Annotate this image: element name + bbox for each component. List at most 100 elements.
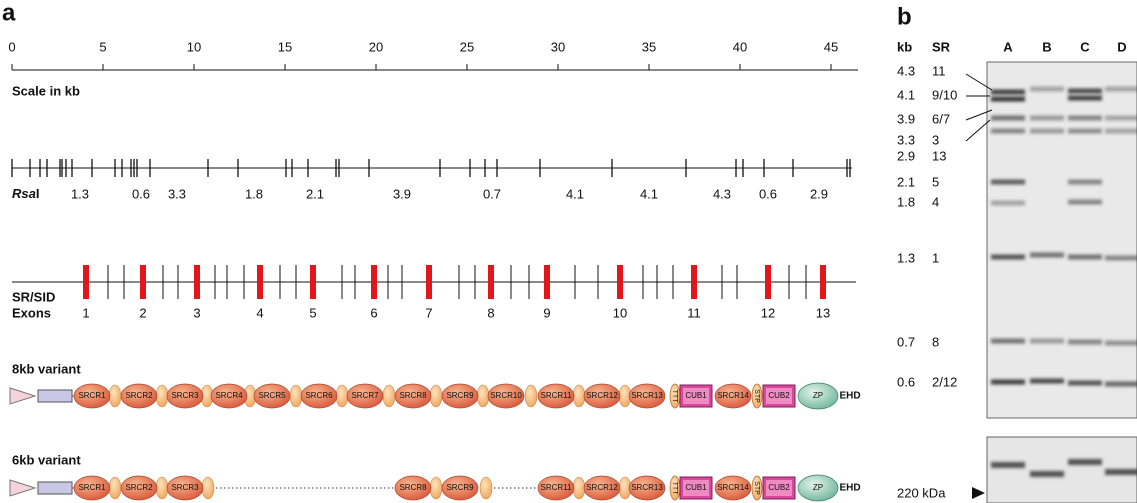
gel-band xyxy=(991,115,1025,121)
exon-number: 1 xyxy=(82,305,89,320)
scale-label: 10 xyxy=(187,39,201,54)
size-label: 3.9 xyxy=(897,111,915,126)
scale-label: 5 xyxy=(99,39,106,54)
lane-label: A xyxy=(1003,39,1013,54)
cub-inner xyxy=(683,480,709,496)
fragment-size: 3.9 xyxy=(393,186,411,201)
sr-exon xyxy=(820,265,826,299)
gel-band xyxy=(1068,380,1102,386)
cub-inner xyxy=(766,480,792,496)
gel xyxy=(986,61,1137,419)
blot-band xyxy=(991,462,1025,468)
short-domain xyxy=(751,383,763,409)
gel-band xyxy=(1068,254,1102,260)
scale-label: 25 xyxy=(460,39,474,54)
srcr-domain xyxy=(714,383,752,409)
leader-line xyxy=(965,119,991,142)
domain-label: SRCR8 xyxy=(399,391,427,400)
gel-band xyxy=(991,96,1025,102)
exon-number: 2 xyxy=(139,305,146,320)
scale-label: 30 xyxy=(551,39,565,54)
gel-band xyxy=(1030,338,1064,344)
fragment-size: 4.1 xyxy=(640,186,658,201)
cub-inner xyxy=(683,388,709,404)
srcr-domain xyxy=(253,383,291,409)
gel-band xyxy=(991,128,1025,134)
size-label: 3.3 xyxy=(897,132,915,147)
domain-label: SRCR3 xyxy=(171,391,199,400)
domain-label: SRCR3 xyxy=(171,483,199,492)
sr-label: 8 xyxy=(932,334,939,349)
rsai-roman: I xyxy=(36,186,40,201)
srcr-domain xyxy=(441,475,479,501)
gel-band xyxy=(991,338,1025,344)
sr-label: 4 xyxy=(932,194,939,209)
gel-band xyxy=(1030,86,1064,92)
srcr-domain xyxy=(628,383,666,409)
domain-label: TTT xyxy=(671,390,678,404)
srcr-domain xyxy=(537,475,575,501)
srcr-domain xyxy=(210,383,248,409)
gel-band xyxy=(1105,381,1137,387)
domain-label: SRCR13 xyxy=(631,483,663,492)
sr-exon xyxy=(765,265,771,299)
sr-label: 9/10 xyxy=(932,87,957,102)
scale-label: 20 xyxy=(369,39,383,54)
zp-domain xyxy=(797,382,839,410)
fragment-size: 4.3 xyxy=(713,186,731,201)
domain-label: SRCR11 xyxy=(541,483,573,492)
domain-label: TTT xyxy=(671,482,678,496)
gel-band xyxy=(1105,255,1137,261)
domain-label: SRCR8 xyxy=(399,483,427,492)
size-label: 2.1 xyxy=(897,174,915,189)
fragment-size: 1.3 xyxy=(71,186,89,201)
domain-label: SRCR1 xyxy=(78,483,106,492)
srcr-domain xyxy=(120,475,158,501)
linker xyxy=(108,476,122,500)
fragment-size: 2.9 xyxy=(810,186,828,201)
transmembrane xyxy=(37,481,73,495)
gel-band xyxy=(991,254,1025,260)
linker xyxy=(382,384,396,408)
rsai-label: RsaI xyxy=(12,186,39,201)
exon-number: 7 xyxy=(425,305,432,320)
size-label: 4.1 xyxy=(897,87,915,102)
gel-band xyxy=(991,379,1025,385)
fragment-size: 2.1 xyxy=(306,186,324,201)
domain-label: STP xyxy=(753,481,760,495)
transmembrane xyxy=(37,389,73,403)
exon-number: 10 xyxy=(613,305,627,320)
linker xyxy=(201,476,215,500)
srcr-domain xyxy=(394,383,432,409)
domain-label: SRCR12 xyxy=(586,391,618,400)
domain-label: SRCR1 xyxy=(78,391,106,400)
gel-band xyxy=(1068,88,1102,94)
domain-label: SRCR6 xyxy=(305,391,333,400)
scale-label: 0 xyxy=(8,39,15,54)
gel-band xyxy=(991,89,1025,95)
variant-title: 6kb variant xyxy=(12,452,81,467)
srcr-domain xyxy=(300,383,338,409)
cub-inner xyxy=(766,388,792,404)
exon-number: 4 xyxy=(256,305,263,320)
sr-exon xyxy=(691,265,697,299)
gel-band xyxy=(1105,128,1137,134)
zp-domain xyxy=(797,474,839,502)
sr-exon xyxy=(257,265,263,299)
exon-number: 13 xyxy=(816,305,830,320)
domain-label: ZP xyxy=(813,483,823,492)
domain-label: SRCR12 xyxy=(586,483,618,492)
sr-label: 6/7 xyxy=(932,111,950,126)
exon-number: 11 xyxy=(687,305,701,320)
domain-label: SRCR10 xyxy=(490,391,522,400)
exon-number: 9 xyxy=(543,305,550,320)
domain-label: SRCR9 xyxy=(446,483,474,492)
scale-label: 45 xyxy=(824,39,838,54)
exon-number: 3 xyxy=(193,305,200,320)
domain-label: SRCR2 xyxy=(125,483,153,492)
linker xyxy=(476,384,490,408)
leader-line xyxy=(965,73,993,91)
domain-label: SRCR14 xyxy=(717,391,749,400)
gel-band xyxy=(1105,86,1137,92)
rsai-italic: Rsa xyxy=(12,186,36,201)
